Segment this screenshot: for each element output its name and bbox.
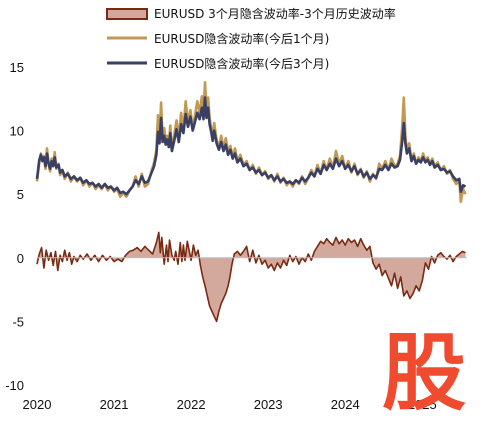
y-tick-label: 0 [17,251,24,266]
y-axis: 15 10 5 0 -5 -10 [5,60,24,393]
legend-swatch-spread [106,8,148,20]
x-tick-label: 2023 [254,397,283,412]
x-tick-label: 2022 [177,397,206,412]
legend-item-spread: EURUSD 3个月隐含波动率-3个月历史波动率 [106,6,396,21]
y-tick-label: -10 [5,378,24,393]
watermark-logo: 股 [382,324,466,421]
y-tick-label: 5 [17,187,24,202]
x-tick-label: 2021 [100,397,129,412]
plot-area [35,81,467,323]
x-tick-label: 2020 [23,397,52,412]
legend-label-3m: EURUSD隐含波动率(今后3个月) [154,56,329,71]
x-axis: 2020 2021 2022 2023 2024 2025 [23,397,437,412]
series-spread-area [37,232,466,322]
x-tick-label: 2024 [331,397,360,412]
y-tick-label: 10 [10,124,24,139]
y-tick-label: 15 [10,60,24,75]
legend-item-1m: EURUSD隐含波动率(今后1个月) [107,31,329,46]
series-3m-line [35,96,467,196]
x-tick-label: 2025 [408,397,437,412]
legend-label-spread: EURUSD 3个月隐含波动率-3个月历史波动率 [154,6,396,21]
series-spread-line [36,231,466,323]
legend: EURUSD 3个月隐含波动率-3个月历史波动率 EURUSD隐含波动率(今后1… [106,6,396,71]
legend-label-1m: EURUSD隐含波动率(今后1个月) [154,31,329,46]
y-tick-label: -5 [12,314,24,329]
legend-item-3m: EURUSD隐含波动率(今后3个月) [107,56,329,71]
